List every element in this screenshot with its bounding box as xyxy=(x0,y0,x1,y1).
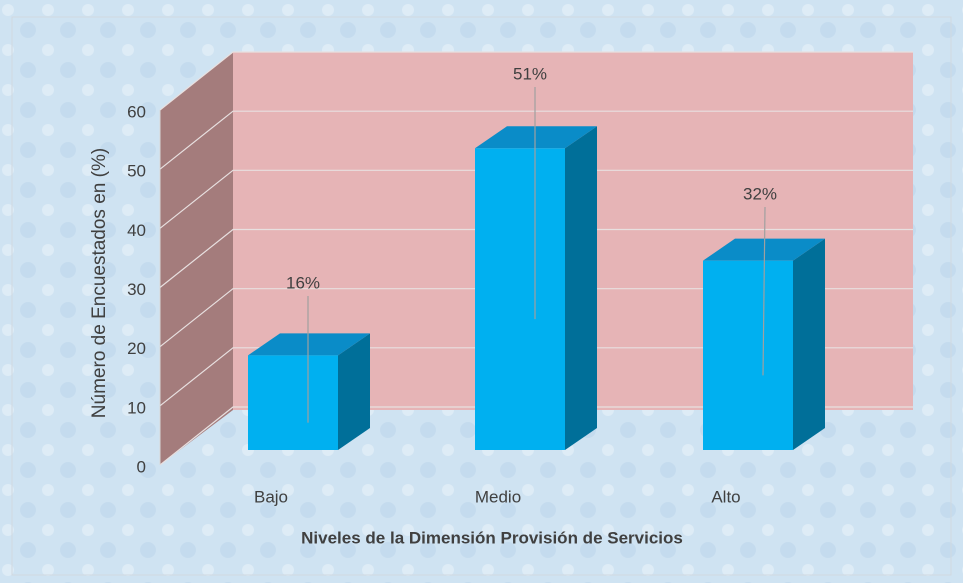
grid-line xyxy=(159,51,913,111)
grid-line xyxy=(159,110,913,170)
y-tick-label: 50 xyxy=(127,162,146,181)
y-tick-label: 40 xyxy=(127,221,146,240)
x-tick-label: Alto xyxy=(711,487,740,506)
grid-line xyxy=(159,288,913,348)
y-axis-title: Número de Encuestados en (%) xyxy=(89,148,110,418)
grid-line xyxy=(159,228,913,288)
x-axis-title: Niveles de la Dimensión Provisión de Ser… xyxy=(301,528,683,547)
x-tick-label: Bajo xyxy=(254,487,288,506)
bar-side xyxy=(338,333,370,450)
x-tick-label: Medio xyxy=(475,487,521,506)
y-tick-label: 20 xyxy=(127,339,146,358)
bar-side xyxy=(793,238,825,450)
y-tick-label: 60 xyxy=(127,102,146,121)
bar xyxy=(248,355,338,450)
bar-top xyxy=(475,126,597,149)
data-label: 16% xyxy=(286,273,320,292)
grid-line xyxy=(159,347,913,407)
bar-side xyxy=(565,126,597,450)
grid-line xyxy=(159,169,913,229)
data-label: 32% xyxy=(743,184,777,203)
y-tick-label: 10 xyxy=(127,398,146,417)
leader-line xyxy=(762,206,766,376)
bar xyxy=(475,148,565,450)
grid-line xyxy=(159,406,913,466)
y-tick-label: 0 xyxy=(137,457,146,476)
bar xyxy=(703,260,793,450)
data-label: 51% xyxy=(513,64,547,83)
chart-frame xyxy=(11,16,952,576)
y-tick-label: 30 xyxy=(127,280,146,299)
bar-top xyxy=(248,333,370,356)
